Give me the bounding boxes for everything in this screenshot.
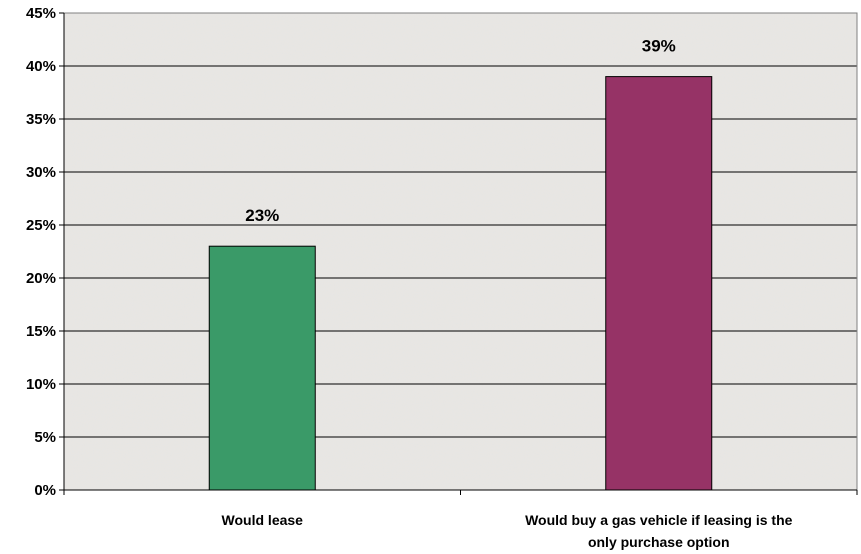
- bar: [605, 76, 713, 491]
- y-tick-label: 5%: [34, 429, 56, 446]
- labels: 0% 5% 10% 15% 20% 25% 30% 35% 40% 45% 23% Would lea…: [26, 5, 793, 550]
- plot-area-background: [64, 13, 857, 490]
- y-tick-label: 40%: [26, 58, 56, 75]
- y-tick-label: 20%: [26, 270, 56, 287]
- x-category-label: only purchase option: [588, 534, 730, 550]
- y-tick-label: 15%: [26, 323, 56, 340]
- bars: [208, 76, 713, 491]
- y-tick-label: 45%: [26, 5, 56, 22]
- y-tick-label: 30%: [26, 164, 56, 181]
- data-label: 39%: [642, 37, 676, 56]
- axes: [59, 12, 858, 495]
- y-tick-label: 10%: [26, 376, 56, 393]
- x-category-label: Would lease: [222, 512, 304, 528]
- bar: [208, 245, 316, 491]
- data-label: 23%: [245, 206, 279, 225]
- y-tick-label: 0%: [34, 482, 56, 499]
- y-tick-label: 25%: [26, 217, 56, 234]
- y-tick-label: 35%: [26, 111, 56, 128]
- x-category-label: Would buy a gas vehicle if leasing is th…: [525, 512, 793, 528]
